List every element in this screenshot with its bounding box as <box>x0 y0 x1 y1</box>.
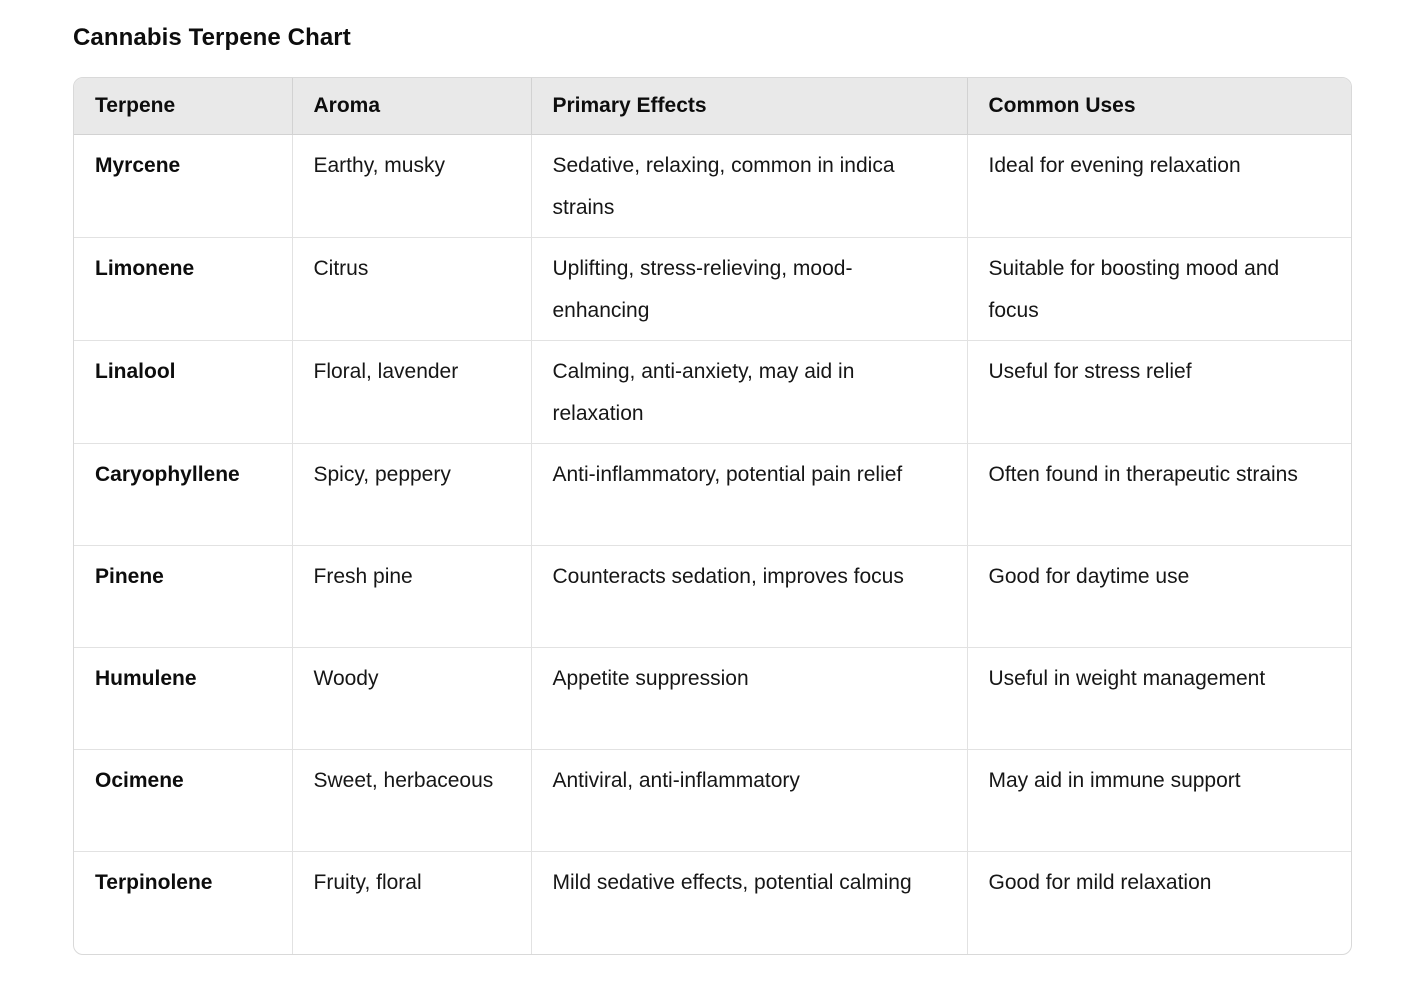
cell-terpene: Caryophyllene <box>74 443 293 546</box>
cell-terpene: Terpinolene <box>74 851 293 954</box>
cell-terpene: Linalool <box>74 340 293 444</box>
cell-effects: Anti-inflammatory, potential pain relief <box>531 443 968 546</box>
column-header-common-uses: Common Uses <box>967 78 1351 135</box>
column-header-aroma: Aroma <box>292 78 532 135</box>
cell-aroma: Fruity, floral <box>292 851 532 954</box>
cell-terpene: Humulene <box>74 647 293 750</box>
table-row: Ocimene Sweet, herbaceous Antiviral, ant… <box>74 749 1351 852</box>
cell-aroma: Woody <box>292 647 532 750</box>
table-header-row: Terpene Aroma Primary Effects Common Use… <box>74 78 1351 135</box>
cell-aroma: Fresh pine <box>292 545 532 648</box>
cell-effects: Counteracts sedation, improves focus <box>531 545 968 648</box>
cell-effects: Sedative, relaxing, common in indica str… <box>531 134 968 238</box>
cell-aroma: Sweet, herbaceous <box>292 749 532 852</box>
cell-uses: Useful for stress relief <box>967 340 1351 444</box>
table-row: Terpinolene Fruity, floral Mild sedative… <box>74 851 1351 954</box>
cell-effects: Mild sedative effects, potential calming <box>531 851 968 954</box>
cell-effects: Uplifting, stress-relieving, mood-enhanc… <box>531 237 968 341</box>
table-row: Myrcene Earthy, musky Sedative, relaxing… <box>74 134 1351 238</box>
cell-terpene: Ocimene <box>74 749 293 852</box>
column-header-primary-effects: Primary Effects <box>531 78 968 135</box>
page-title: Cannabis Terpene Chart <box>73 24 351 51</box>
cell-uses: Suitable for boosting mood and focus <box>967 237 1351 341</box>
cell-aroma: Floral, lavender <box>292 340 532 444</box>
cell-aroma: Spicy, peppery <box>292 443 532 546</box>
table-row: Humulene Woody Appetite suppression Usef… <box>74 647 1351 750</box>
cell-uses: Often found in therapeutic strains <box>967 443 1351 546</box>
table-row: Caryophyllene Spicy, peppery Anti-inflam… <box>74 443 1351 546</box>
cell-effects: Appetite suppression <box>531 647 968 750</box>
cell-uses: Good for mild relaxation <box>988 871 1212 894</box>
cell-effects: Antiviral, anti-inflammatory <box>531 749 968 852</box>
terpene-table: Terpene Aroma Primary Effects Common Use… <box>74 78 1351 954</box>
cell-uses: May aid in immune support <box>967 749 1351 852</box>
cell-terpene: Limonene <box>74 237 293 341</box>
cell-uses: Ideal for evening relaxation <box>967 134 1351 238</box>
table-row: Limonene Citrus Uplifting, stress-reliev… <box>74 237 1351 341</box>
cell-terpene: Pinene <box>74 545 293 648</box>
table-row: Linalool Floral, lavender Calming, anti-… <box>74 340 1351 444</box>
cell-aroma: Earthy, musky <box>292 134 532 238</box>
cell-effects: Calming, anti-anxiety, may aid in relaxa… <box>531 340 968 444</box>
cell-uses: Good for daytime use <box>967 545 1351 648</box>
terpene-table-container: Terpene Aroma Primary Effects Common Use… <box>73 77 1352 955</box>
table-row: Pinene Fresh pine Counteracts sedation, … <box>74 545 1351 648</box>
cell-aroma: Citrus <box>292 237 532 341</box>
column-header-terpene: Terpene <box>74 78 293 135</box>
cell-uses: Useful in weight management <box>967 647 1351 750</box>
cell-terpene: Myrcene <box>74 134 293 238</box>
